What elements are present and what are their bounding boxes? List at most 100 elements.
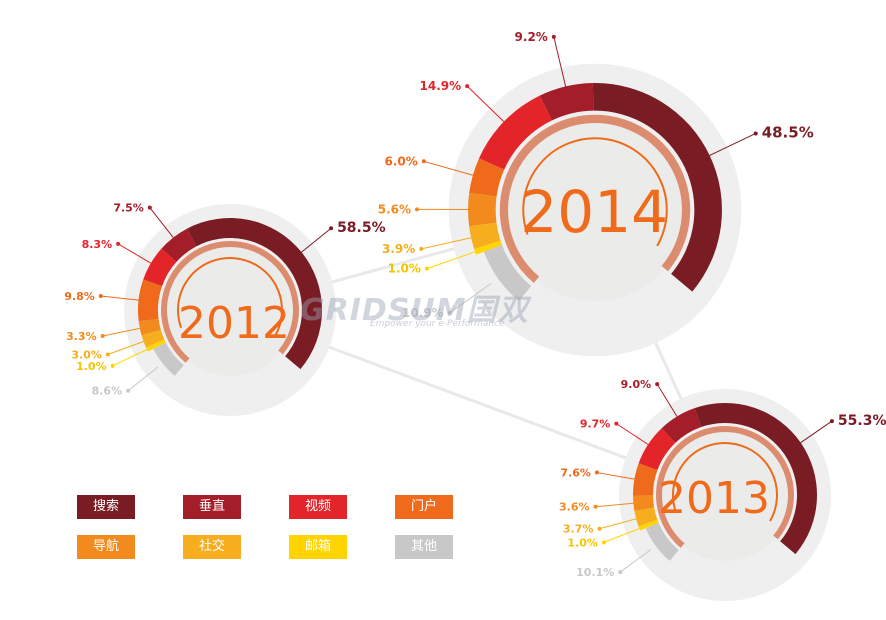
inner-thin-ring [177,257,283,337]
leader-dot [829,419,834,424]
leader-dot [594,470,599,475]
inner-ring [499,114,691,283]
legend-item-other: 其他 [395,535,453,559]
data-label: 3.0% [71,349,102,362]
leader-line [107,341,144,355]
leader-line [112,349,148,367]
data-label: 3.6% [559,501,590,514]
donut-segment-门户 [469,158,505,197]
leader-dot [415,207,420,212]
leader-dot [424,266,429,271]
donut-segment-搜索 [592,83,722,292]
leader-dot [465,84,470,89]
legend-item-portal: 门户 [395,495,453,519]
data-label: 9.7% [580,418,611,431]
donut-segment-垂直 [161,228,197,263]
leader-dot [601,540,606,545]
leader-dot [421,159,426,164]
donut-center [659,429,791,561]
donut-segment-门户 [138,279,163,322]
year-label: 2013 [658,473,770,524]
inner-thin-ring [522,137,668,247]
donut-segment-视频 [478,95,552,170]
data-label: 3.3% [66,330,97,343]
data-label: 10.1% [576,566,614,579]
donut-segment-垂直 [539,83,594,121]
donut-segment-垂直 [661,408,702,443]
leader-line [599,518,637,530]
legend-item-navigation: 导航 [77,535,135,559]
leader-line [709,132,756,156]
data-label: 5.6% [378,202,411,216]
leader-dot [618,570,623,575]
donut-segment-其他 [483,244,532,301]
donut-segment-邮箱 [146,339,166,352]
legend-item-video: 视频 [289,495,347,519]
data-label: 8.3% [82,238,113,251]
donut-segment-导航 [633,495,655,512]
leader-dot [116,241,121,246]
leader-dot [100,333,105,338]
leader-dot [419,246,424,251]
data-label: 7.5% [113,202,144,215]
leader-dot [597,526,602,531]
donut-segment-门户 [633,463,658,496]
data-label: 58.5% [337,220,386,236]
leader-dot [447,310,452,315]
donut-segment-其他 [153,342,184,376]
leader-line [426,251,476,270]
leader-line [127,366,159,392]
leader-line [603,528,640,543]
leader-dot [593,504,598,509]
legend-item-social: 社交 [183,535,241,559]
data-label: 14.9% [420,79,462,93]
donut-charts: 58.5% 7.5% 8.3% 9.8% 3.3% 3.0% 1.0% 8.6% 2012 48.… [64,30,886,601]
year-label: 2012 [178,298,290,349]
leader-dot [551,34,556,39]
leader-line [423,160,474,176]
leader-line [620,549,652,573]
leader-line [595,502,634,508]
donut-segment-邮箱 [474,240,502,255]
data-label: 3.9% [382,242,415,256]
donut-segment-社交 [141,329,165,348]
donut-center [164,244,296,376]
data-label: 9.8% [64,290,95,303]
donut-2014: 48.5% 9.2% 14.9% 6.0% 5.6% 3.9% 1.0% 10.9% 2014 [378,30,814,357]
data-label: 3.7% [563,523,594,536]
donut-segment-视频 [638,428,676,471]
leader-line [117,243,152,264]
inner-ring [656,426,794,548]
leader-dot [329,226,334,231]
data-label: 48.5% [762,123,814,141]
data-label: 9.0% [621,378,652,391]
donut-segment-搜索 [186,218,322,370]
donut-segment-邮箱 [638,519,659,531]
legend: 搜索 垂直 视频 门户 导航 社交 邮箱 其他 [77,495,477,565]
data-label: 55.3% [838,413,886,429]
leader-line [301,227,332,253]
leader-line [149,207,174,238]
inner-thin-ring [672,442,778,522]
leader-dot [147,205,152,210]
leader-line [553,36,567,87]
donut-2012: 58.5% 7.5% 8.3% 9.8% 3.3% 3.0%1.0% 8.6% 2012 [64,202,386,416]
leader-dot [105,352,110,357]
data-label: 1.0% [567,536,598,549]
legend-item-search: 搜索 [77,495,135,519]
leader-dot [753,131,758,136]
leader-line [100,295,139,301]
inner-ring [161,241,299,363]
donut-segment-视频 [143,248,177,287]
leader-dot [655,382,660,387]
data-label: 10.9% [402,306,444,320]
year-label: 2014 [520,178,668,246]
donut-center [503,118,687,302]
donut-segment-搜索 [694,403,818,555]
leader-line [800,420,833,444]
data-label: 9.2% [515,30,548,44]
data-label: 8.6% [92,385,123,398]
donut-segment-导航 [468,192,497,227]
data-label: 7.6% [560,467,591,480]
